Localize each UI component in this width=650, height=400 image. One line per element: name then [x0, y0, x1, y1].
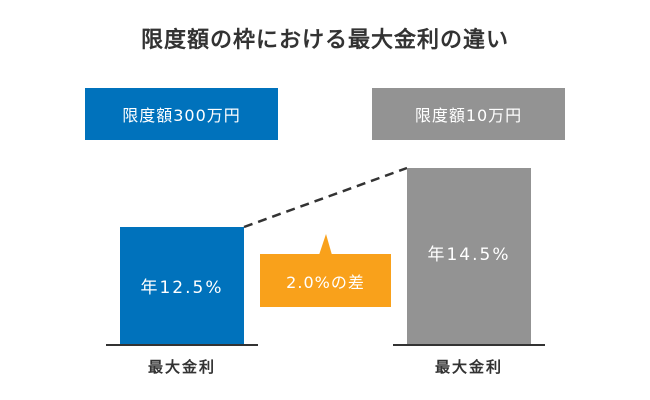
- bar-value-label: 年12.5%: [140, 278, 224, 298]
- difference-dashed-line: [243, 166, 408, 229]
- category-label-10man: 限度額10万円: [372, 88, 565, 140]
- callout-pointer: [319, 234, 332, 255]
- bar-value-label: 年14.5%: [427, 245, 511, 265]
- axis-label-right: 最大金利: [434, 358, 503, 376]
- baseline-right: [393, 344, 545, 346]
- baseline-left: [106, 344, 258, 346]
- axis-label-left: 最大金利: [147, 358, 216, 376]
- category-label-300man: 限度額300万円: [85, 88, 278, 140]
- bar-300man: 年12.5%: [120, 227, 244, 345]
- chart-title: 限度額の枠における最大金利の違い: [140, 28, 509, 53]
- difference-callout: 2.0%の差: [260, 254, 391, 307]
- bar-10man: 年14.5%: [407, 168, 531, 345]
- difference-label: 2.0%の差: [286, 272, 365, 292]
